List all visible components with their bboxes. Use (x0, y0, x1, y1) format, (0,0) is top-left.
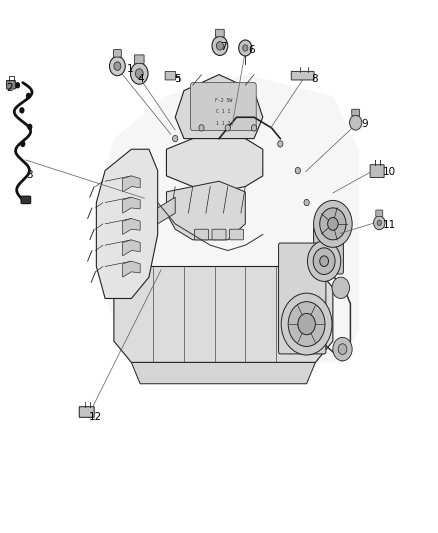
Circle shape (307, 241, 341, 281)
Circle shape (313, 248, 335, 274)
Text: 7: 7 (220, 42, 227, 52)
Circle shape (131, 63, 148, 84)
Circle shape (212, 36, 228, 55)
Text: 11: 11 (383, 220, 396, 230)
Text: 5: 5 (174, 74, 181, 84)
Circle shape (295, 167, 300, 174)
Circle shape (27, 124, 32, 130)
FancyBboxPatch shape (165, 71, 176, 80)
Polygon shape (114, 266, 333, 362)
Circle shape (332, 277, 350, 298)
Text: 4: 4 (138, 74, 145, 84)
Circle shape (333, 337, 352, 361)
Polygon shape (123, 240, 140, 256)
FancyBboxPatch shape (134, 55, 144, 63)
Circle shape (298, 313, 315, 335)
Text: 8: 8 (311, 74, 318, 84)
Circle shape (320, 208, 346, 240)
Circle shape (216, 42, 223, 50)
FancyBboxPatch shape (215, 29, 224, 37)
FancyBboxPatch shape (21, 196, 31, 204)
Circle shape (338, 344, 347, 354)
FancyBboxPatch shape (194, 229, 208, 240)
Text: 1 1 2: 1 1 2 (216, 121, 230, 126)
Polygon shape (166, 181, 245, 240)
Circle shape (243, 45, 248, 51)
Text: 3: 3 (26, 170, 33, 180)
Circle shape (26, 93, 31, 99)
Polygon shape (175, 75, 263, 139)
Text: F-2 5W: F-2 5W (215, 98, 232, 103)
Circle shape (350, 115, 362, 130)
FancyBboxPatch shape (113, 50, 121, 57)
FancyBboxPatch shape (212, 229, 226, 240)
Circle shape (328, 217, 338, 230)
Text: 12: 12 (89, 412, 102, 422)
Circle shape (314, 200, 352, 247)
FancyBboxPatch shape (7, 80, 15, 89)
Circle shape (288, 302, 325, 346)
FancyBboxPatch shape (370, 165, 384, 177)
FancyBboxPatch shape (314, 227, 343, 274)
Circle shape (114, 62, 121, 70)
Circle shape (377, 220, 381, 225)
Circle shape (110, 56, 125, 76)
Text: 2: 2 (6, 83, 13, 93)
Polygon shape (158, 197, 175, 224)
Circle shape (304, 199, 309, 206)
FancyBboxPatch shape (191, 83, 256, 131)
Circle shape (19, 107, 25, 114)
Circle shape (199, 125, 204, 131)
Circle shape (173, 135, 178, 142)
Text: C 1 I: C 1 I (216, 109, 230, 115)
Circle shape (320, 256, 328, 266)
FancyBboxPatch shape (352, 109, 360, 116)
Polygon shape (123, 261, 140, 277)
FancyBboxPatch shape (291, 71, 314, 80)
Circle shape (251, 125, 257, 131)
Text: 10: 10 (382, 167, 396, 176)
PathPatch shape (96, 75, 359, 362)
Circle shape (374, 216, 385, 230)
Polygon shape (123, 219, 140, 235)
Circle shape (225, 125, 230, 131)
Circle shape (15, 82, 20, 88)
FancyBboxPatch shape (79, 407, 94, 417)
Polygon shape (96, 149, 158, 298)
Polygon shape (123, 197, 140, 213)
Text: 1: 1 (127, 64, 134, 74)
FancyBboxPatch shape (279, 243, 326, 354)
Polygon shape (123, 176, 140, 192)
Text: 9: 9 (361, 119, 368, 128)
Circle shape (135, 69, 143, 78)
Circle shape (278, 141, 283, 147)
Polygon shape (131, 362, 315, 384)
FancyBboxPatch shape (376, 210, 383, 216)
Text: 6: 6 (248, 45, 255, 55)
FancyBboxPatch shape (230, 229, 244, 240)
Circle shape (239, 40, 252, 56)
Polygon shape (166, 133, 263, 192)
Circle shape (281, 293, 332, 355)
Circle shape (20, 141, 25, 147)
